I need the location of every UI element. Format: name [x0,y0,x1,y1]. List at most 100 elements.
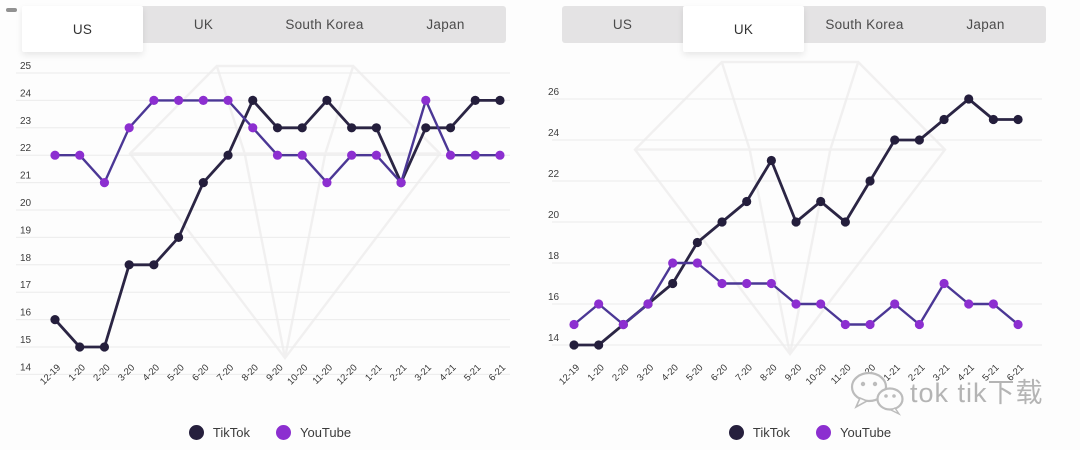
tab-us[interactable]: US [612,17,633,32]
tab-uk[interactable]: UK [683,6,804,52]
background-gem-watermark [633,60,947,356]
legend-item-youtube[interactable]: YouTube [815,424,892,440]
legend-label: TikTok [212,424,250,440]
tiktok-data-point [692,237,702,248]
youtube-data-point [594,299,604,309]
tab-uk[interactable]: UK [193,17,214,32]
legend-label: TikTok [752,424,790,440]
youtube-data-point [840,319,850,330]
x-tick-label: 2-20 [610,362,631,383]
y-tick-label: 16 [20,308,32,319]
legend-label: YouTube [839,424,892,440]
x-tick-label: 5-20 [684,362,705,383]
tiktok-data-point [914,135,924,145]
x-tick-label: 3-21 [413,362,434,383]
youtube-data-point [248,123,258,133]
x-tick-label: 7-20 [734,362,755,383]
tiktok-data-point [50,315,60,325]
chart-panel-us: US UK South Korea Japan 25 24 23 22 21 20 19 18 17 1… [16,6,510,440]
youtube-data-point [223,95,233,105]
y-tick-label: 17 [20,280,32,291]
y-tick-label: 14 [20,362,32,373]
legend-uk: TikTok YouTube [540,419,1080,445]
tab-us[interactable]: US [22,6,143,52]
tiktok-data-point [124,260,134,270]
y-tick-label: 25 [20,61,32,72]
youtube-data-point [421,95,431,105]
x-tick-label: 1-21 [363,362,384,383]
legend-item-youtube[interactable]: YouTube [275,424,351,440]
youtube-data-point [1013,319,1023,330]
wechat-icon [850,371,904,416]
tiktok-data-point [791,217,801,227]
watermark-text: tok tik下载 [910,377,1044,408]
tab-south-korea[interactable]: South Korea [285,17,364,32]
tab-japan[interactable]: Japan [966,17,1005,32]
tiktok-data-point [347,123,357,133]
youtube-data-point [717,278,727,289]
tiktok-data-point [890,135,900,145]
youtube-data-point [668,258,678,268]
x-tick-label: 3-20 [116,362,137,383]
y-tick-label: 16 [548,292,560,303]
youtube-data-point [445,150,456,160]
tiktok-data-point [1013,114,1023,125]
youtube-data-point [643,299,653,309]
tiktok-data-point [840,217,850,227]
y-tick-label: 21 [20,171,32,182]
tiktok-line [53,99,500,349]
youtube-data-point [50,150,60,160]
chart-panel-uk: US UK South Korea Japan 26 24 22 20 18 16 14 12-19… [540,0,1080,450]
youtube-data-point [124,123,134,133]
tiktok-legend-dot [728,424,744,440]
x-tick-label: 6-20 [709,362,730,383]
tab-japan[interactable]: Japan [426,17,465,32]
tiktok-data-point [865,176,875,186]
youtube-line [55,99,500,184]
background-gem-watermark [128,64,442,360]
youtube-legend-dot [815,424,831,440]
tiktok-data-point [223,150,233,160]
tiktok-data-point [198,178,208,188]
corner-mark [6,8,17,12]
tiktok-data-point [75,342,85,352]
y-tick-label: 24 [20,88,32,99]
x-tick-label: 3-20 [635,362,656,383]
tiktok-data-point [964,94,974,104]
tab-south-korea[interactable]: South Korea [825,17,904,32]
x-tick-label: 6-20 [190,362,211,383]
y-tick-label: 24 [548,128,560,139]
youtube-data-point [495,150,505,160]
tiktok-data-point [371,123,381,133]
tiktok-data-point [495,95,505,105]
x-tick-label: 5-20 [165,362,186,383]
youtube-line [573,261,1019,326]
tiktok-data-point [149,260,159,270]
tiktok-legend-dot [188,424,204,440]
x-tick-label: 9-20 [264,362,285,383]
legend-item-tiktok[interactable]: TikTok [188,424,250,440]
tiktok-data-point [470,95,480,105]
legend-item-tiktok[interactable]: TikTok [728,424,790,440]
y-tick-label: 20 [548,210,560,221]
tiktok-data-point [248,95,258,105]
y-tick-label: 14 [548,333,560,344]
tiktok-data-point [939,114,949,125]
tiktok-data-point [717,217,727,227]
region-tabbar-us: US UK South Korea Japan [22,6,506,52]
youtube-points [50,95,505,188]
tiktok-data-point [322,95,332,105]
x-tick-label: 1-20 [67,362,88,383]
youtube-data-point [371,150,381,160]
y-tick-label: 23 [20,116,32,127]
y-tick-label: 20 [20,198,32,209]
youtube-data-point [816,299,826,309]
tiktok-data-point [297,123,307,133]
y-tick-label: 15 [20,335,32,346]
youtube-data-point [865,319,875,330]
tiktok-data-point [816,196,826,207]
y-tick-label: 26 [548,87,560,98]
youtube-data-point [347,150,357,160]
tiktok-data-point [445,123,456,133]
